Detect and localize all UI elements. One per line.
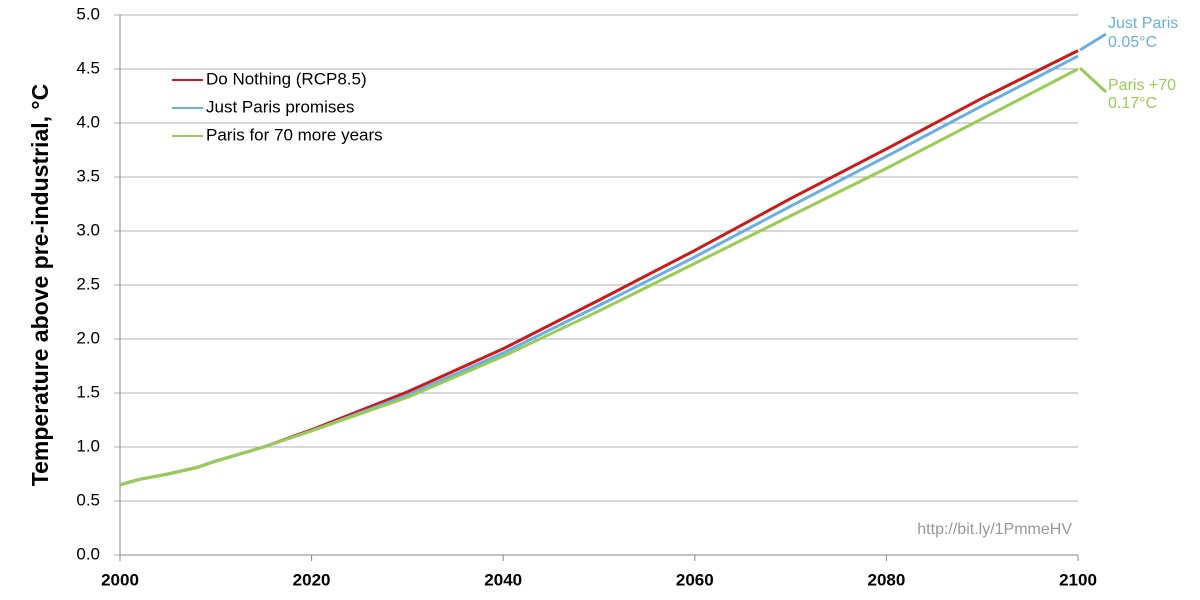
legend-label: Just Paris promises — [206, 97, 354, 116]
y-tick-label: 1.0 — [76, 436, 100, 455]
x-tick-label: 2100 — [1059, 570, 1097, 589]
x-tick-label: 2040 — [484, 570, 522, 589]
y-tick-label: 0.5 — [76, 490, 100, 509]
y-tick-label: 2.5 — [76, 274, 100, 293]
x-tick-label: 2080 — [867, 570, 905, 589]
series-line — [119, 67, 1079, 487]
y-axis-label: Temperature above pre-industrial, °C — [27, 84, 53, 486]
annotation-connector — [1079, 32, 1107, 52]
y-tick-label: 4.0 — [76, 112, 100, 131]
y-tick-label: 3.0 — [76, 220, 100, 239]
legend-label: Do Nothing (RCP8.5) — [206, 69, 367, 88]
y-tick-label: 5.0 — [76, 4, 100, 23]
legend-label: Paris for 70 more years — [206, 125, 383, 144]
y-tick-label: 1.5 — [76, 382, 100, 401]
y-tick-label: 3.5 — [76, 166, 100, 185]
x-tick-label: 2000 — [101, 570, 139, 589]
annotation: 0.17°C — [1108, 95, 1157, 112]
y-tick-label: 2.0 — [76, 328, 100, 347]
annotation: Paris +70 — [1108, 77, 1176, 94]
y-tick-label: 4.5 — [76, 58, 100, 77]
x-tick-label: 2020 — [293, 570, 331, 589]
annotation: http://bit.ly/1PmmeHV — [917, 521, 1072, 538]
annotation-connector — [1078, 66, 1108, 94]
x-tick-label: 2060 — [676, 570, 714, 589]
annotation: Just Paris — [1108, 15, 1178, 32]
series-line — [119, 54, 1079, 487]
annotation: 0.05°C — [1108, 34, 1157, 51]
y-tick-label: 0.0 — [76, 544, 100, 563]
